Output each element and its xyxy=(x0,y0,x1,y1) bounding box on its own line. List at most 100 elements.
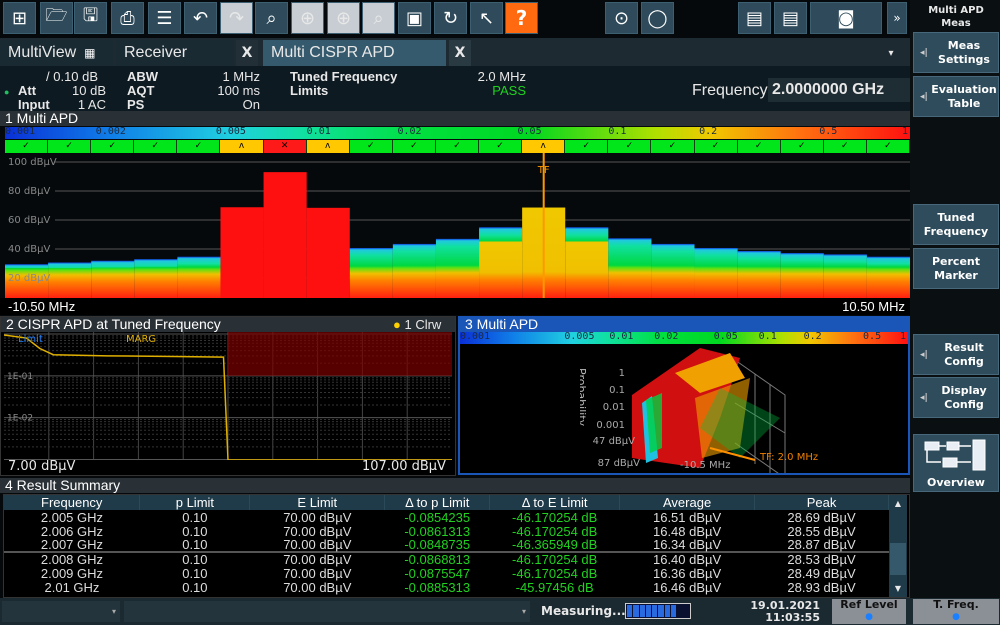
table-cell: 0.10 xyxy=(182,509,208,525)
panel-title: 2 CISPR APD at Tuned Frequency xyxy=(1,317,455,332)
table-cell: -46.365949 dB xyxy=(512,537,598,552)
frequency-input[interactable]: 2.0000000 GHz xyxy=(768,78,910,102)
tab-label: MultiView xyxy=(8,44,77,61)
scale-tick: 0.001 xyxy=(460,331,491,342)
progress-cell xyxy=(677,605,683,617)
surface-green xyxy=(646,393,662,453)
print-button[interactable]: ⎙ xyxy=(111,2,144,34)
column-header[interactable]: E Limit xyxy=(249,495,386,510)
scale-tick: 0.5 xyxy=(819,126,838,137)
table-row[interactable]: 2.01 GHz 0.10 70.00 dBµV -0.0885313 -45.9745… xyxy=(4,580,889,594)
meas-settings-button[interactable]: ◂| Meas Settings xyxy=(913,32,999,73)
status-dropdown-1[interactable]: ▾ xyxy=(2,601,120,622)
help-pointer-button[interactable]: ↖ xyxy=(470,2,503,34)
limits-label: Limits xyxy=(290,83,329,98)
table-row[interactable]: 2.006 GHz 0.10 70.00 dBµV -0.0861313 -46.170… xyxy=(4,524,889,538)
y-tick-label: 1E-01 xyxy=(7,372,33,382)
table-scrollbar[interactable]: ▲ ▼ xyxy=(889,495,907,597)
table-cell: -0.0848735 xyxy=(404,537,471,552)
close-receiver-tab-button[interactable]: X xyxy=(236,40,258,66)
result-config-button[interactable]: ◂| Result Config xyxy=(913,334,999,375)
ps-label: PS xyxy=(127,97,145,112)
segment-status-pass: ✓ xyxy=(651,140,695,153)
progress-cell xyxy=(645,605,652,617)
overview-button[interactable]: Overview xyxy=(913,434,999,492)
table-cell: 28.55 dBµV xyxy=(787,523,856,539)
tabs-menu-button[interactable]: ▾ xyxy=(880,40,902,66)
table-row[interactable]: 2.005 GHz 0.10 70.00 dBµV -0.0854235 -46.170… xyxy=(4,510,889,524)
segment-bar xyxy=(392,243,436,298)
button-label: Percent Marker xyxy=(931,254,981,282)
column-header[interactable]: Frequency xyxy=(4,495,141,510)
y-tick-label: 40 dBµV xyxy=(8,244,50,255)
t-freq-button[interactable]: T. Freq. ● xyxy=(913,599,999,624)
open-folder-button[interactable]: 🗁 xyxy=(40,2,73,34)
table-row[interactable]: 2.007 GHz 0.10 70.00 dBµV -0.0848735 -46.365… xyxy=(4,538,889,552)
help-button[interactable]: ? xyxy=(505,2,538,34)
redo-button[interactable]: ↷ xyxy=(220,2,253,34)
tab-multiview[interactable]: MultiView ▦ xyxy=(0,40,113,66)
table-cell: -46.170254 dB xyxy=(512,565,598,581)
frequency-label: Frequency xyxy=(692,82,768,99)
zoom-1to1-button[interactable]: ⌕ xyxy=(362,2,395,34)
table-cell: 0.10 xyxy=(182,579,208,595)
scale-tick: 1 xyxy=(899,331,906,342)
ref-level-button[interactable]: Ref Level ● xyxy=(832,599,906,624)
multi-zoom-button[interactable]: ⊕ xyxy=(327,2,360,34)
windows-button[interactable]: ⊞ xyxy=(3,2,36,34)
tab-multi-cispr-apd[interactable]: Multi CISPR APD xyxy=(263,40,446,66)
scroll-up-icon[interactable]: ▲ xyxy=(894,499,902,508)
probability-color-scale: 0.001 0.005 0.01 0.02 0.05 0.1 0.2 0.5 1 xyxy=(460,331,908,344)
segment-status-pass: ✓ xyxy=(823,140,867,153)
close-multi-cispr-apd-tab-button[interactable]: X xyxy=(449,40,471,66)
scroll-down-icon[interactable]: ▼ xyxy=(894,584,902,593)
column-header[interactable]: Peak xyxy=(754,495,889,510)
limit-label: Limit xyxy=(18,334,43,345)
add-window-button[interactable]: ▤ xyxy=(774,2,807,34)
multi-apd-3d-surface[interactable]: 1 0.1 0.01 0.001 47 dBµV 87 dBµV -10.5 M… xyxy=(580,348,840,473)
percent-marker-button[interactable]: Percent Marker xyxy=(913,248,999,289)
tuned-frequency-button[interactable]: Tuned Frequency xyxy=(913,204,999,245)
full-screen-button[interactable]: ▣ xyxy=(398,2,431,34)
level-tick: 87 dBµV xyxy=(598,458,640,469)
delete-window-button[interactable]: ▤ xyxy=(738,2,771,34)
multi-apd-chart[interactable]: 100 dBµV 80 dBµV 60 dBµV 40 dBµV 20 dBµV TF -1… xyxy=(0,153,910,315)
tab-label: Multi CISPR APD xyxy=(271,44,395,61)
button-label: Ref Level xyxy=(840,598,898,611)
column-header[interactable]: Average xyxy=(619,495,756,510)
status-dropdown-2[interactable]: ▾ xyxy=(124,601,530,622)
table-cell: 70.00 dBµV xyxy=(283,565,352,581)
column-header[interactable]: Δ to E Limit xyxy=(489,495,621,510)
segment-bar xyxy=(263,172,307,298)
progress-cell xyxy=(671,605,677,617)
evaluation-table-button[interactable]: ◂| Evaluation Table xyxy=(913,76,999,117)
segment-bar xyxy=(737,251,781,298)
limits-status: PASS xyxy=(492,83,526,98)
segment-bar xyxy=(435,238,480,298)
table-row[interactable]: 2.009 GHz 0.10 70.00 dBµV -0.0875547 -46.170… xyxy=(4,566,889,580)
display-config-button[interactable]: ◂| Display Config xyxy=(913,377,999,418)
scrollbar-thumb[interactable] xyxy=(890,543,906,575)
y-tick-label: 60 dBµV xyxy=(8,215,50,226)
date: 19.01.2021 xyxy=(750,599,820,612)
cispr-apd-chart[interactable]: 1E-01 1E-02 Limit MARG xyxy=(4,332,452,460)
column-header[interactable]: Δ to p Limit xyxy=(384,495,491,510)
column-header[interactable]: p Limit xyxy=(139,495,251,510)
sequencer-button[interactable]: ⊙ xyxy=(605,2,638,34)
refresh-button[interactable]: ↻ xyxy=(434,2,467,34)
undo-button[interactable]: ↶ xyxy=(184,2,217,34)
table-cell: 0.10 xyxy=(182,523,208,539)
table-cell: 28.69 dBµV xyxy=(787,509,856,525)
y-tick-label: 1E-02 xyxy=(7,414,33,424)
segment-status-fail: ✕ xyxy=(263,140,307,153)
input-value: 1 AC xyxy=(77,97,106,112)
tab-receiver[interactable]: Receiver xyxy=(116,40,234,66)
save-button[interactable]: 🖫 xyxy=(74,2,107,34)
document-button[interactable]: ☰ xyxy=(148,2,181,34)
more-button[interactable]: » xyxy=(887,2,907,34)
zoom-select-button[interactable]: ⌕ xyxy=(255,2,288,34)
screenshot-button[interactable]: ◙ xyxy=(810,2,882,34)
table-row[interactable]: 2.008 GHz 0.10 70.00 dBµV -0.0868813 -46.170… xyxy=(4,551,889,566)
single-sweep-button[interactable]: ◯ xyxy=(641,2,674,34)
zoom-in-button[interactable]: ⊕ xyxy=(291,2,324,34)
